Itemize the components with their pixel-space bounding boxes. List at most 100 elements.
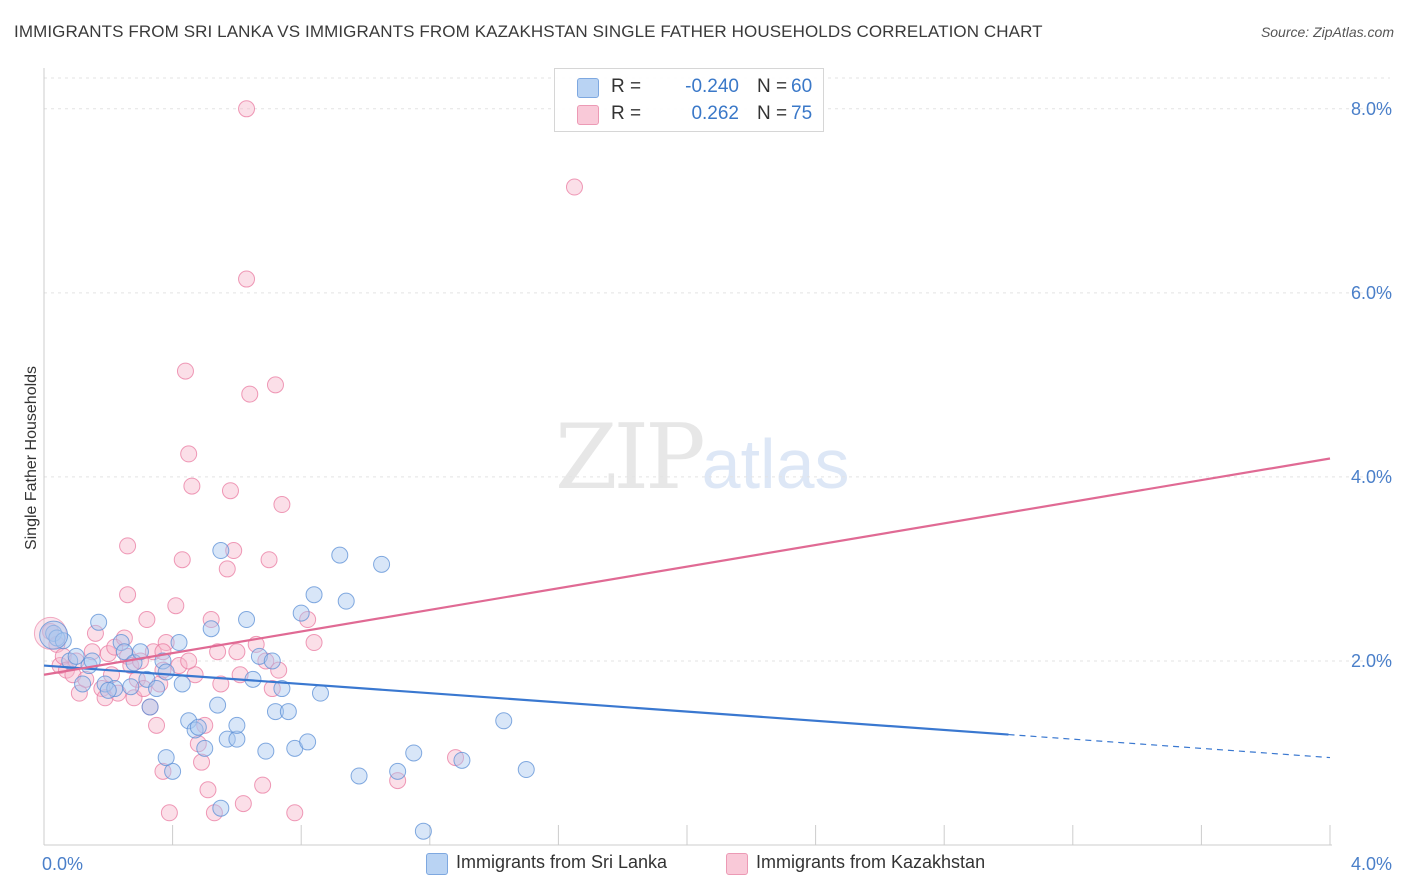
data-point <box>154 762 172 780</box>
data-point <box>212 542 230 560</box>
legend-n-label: N = <box>757 76 788 97</box>
data-point <box>266 376 284 394</box>
data-point <box>115 629 133 647</box>
legend-swatch-kazakhstan <box>726 853 748 875</box>
chart-title: IMMIGRANTS FROM SRI LANKA VS IMMIGRANTS … <box>14 22 1043 41</box>
data-point <box>209 643 227 661</box>
data-point <box>495 712 513 730</box>
data-point <box>176 362 194 380</box>
data-point <box>228 730 246 748</box>
data-point <box>331 546 349 564</box>
data-point <box>173 551 191 569</box>
trend-line-sri-lanka <box>43 664 1009 736</box>
correlation-legend: R = -0.240 N = 60 R = 0.262 N = 75 <box>554 68 824 132</box>
y-axis-label: Single Father Households <box>23 366 40 550</box>
watermark-zip: ZIP <box>555 405 706 510</box>
data-point <box>193 753 211 771</box>
kazakhstan-points <box>33 100 583 822</box>
y-tick-label: 2.0% <box>1351 651 1392 671</box>
data-point <box>299 611 317 629</box>
legend-n-value: 75 <box>791 103 813 124</box>
watermark-atlas: atlas <box>701 425 850 503</box>
axes <box>43 68 1332 846</box>
data-point <box>131 643 149 661</box>
data-point <box>39 620 69 650</box>
data-point <box>373 555 391 573</box>
watermark: ZIPatlas <box>555 405 850 510</box>
y-axis-tick-labels: 2.0% 4.0% 6.0% 8.0% <box>1351 99 1392 671</box>
legend-swatch-kazakhstan <box>577 105 599 125</box>
data-point <box>196 739 214 757</box>
sri-lanka-points <box>39 542 535 840</box>
legend-r-label: R = <box>611 76 642 97</box>
series-legend: Immigrants from Sri Lanka Immigrants fro… <box>0 852 1406 878</box>
data-point <box>164 762 182 780</box>
trend-line-kazakhstan <box>43 457 1331 676</box>
data-point <box>212 799 230 817</box>
data-point <box>337 592 355 610</box>
data-point <box>305 634 323 652</box>
data-point <box>154 652 172 670</box>
data-point <box>517 761 535 779</box>
data-point <box>180 652 198 670</box>
data-point <box>279 703 297 721</box>
legend-n-value: 60 <box>791 76 813 97</box>
data-point <box>218 560 236 578</box>
legend-label-sri-lanka: Immigrants from Sri Lanka <box>456 852 668 872</box>
data-point <box>389 772 407 790</box>
data-point <box>453 751 471 769</box>
data-point <box>170 634 188 652</box>
data-point <box>86 624 104 642</box>
data-point <box>254 776 272 794</box>
data-point <box>157 663 175 681</box>
data-point <box>196 716 214 734</box>
data-point <box>138 611 156 629</box>
data-point <box>70 684 88 702</box>
data-point <box>234 795 252 813</box>
legend-swatch-sri-lanka <box>577 78 599 98</box>
data-point <box>273 680 291 698</box>
data-point <box>389 762 407 780</box>
data-point <box>148 680 166 698</box>
data-point <box>260 551 278 569</box>
data-point <box>119 537 137 555</box>
data-point <box>266 703 284 721</box>
data-point <box>141 698 159 716</box>
legend-n-label: N = <box>757 103 788 124</box>
data-point <box>221 482 239 500</box>
source-credit: Source: ZipAtlas.com <box>1260 24 1394 40</box>
data-point <box>157 749 175 767</box>
data-point <box>414 822 432 840</box>
data-point <box>257 742 275 760</box>
data-point <box>74 675 92 693</box>
y-tick-label: 4.0% <box>1351 467 1392 487</box>
data-point <box>112 634 130 652</box>
data-point <box>405 744 423 762</box>
data-point <box>228 716 246 734</box>
gridlines <box>44 77 1390 662</box>
data-point <box>273 496 291 514</box>
data-point <box>189 718 207 736</box>
data-point <box>186 721 204 739</box>
legend-r-label: R = <box>611 103 642 124</box>
data-point <box>77 670 95 688</box>
data-point <box>311 684 329 702</box>
data-point <box>135 680 153 698</box>
data-point <box>350 767 368 785</box>
data-point <box>122 678 140 696</box>
data-point <box>119 586 137 604</box>
data-point <box>209 696 227 714</box>
data-point <box>199 781 217 799</box>
data-point <box>157 634 175 652</box>
legend-swatch-sri-lanka <box>426 853 448 875</box>
data-point <box>202 620 220 638</box>
data-point <box>241 385 259 403</box>
legend-r-value: -0.240 <box>685 76 739 97</box>
data-point <box>305 586 323 604</box>
legend-label-kazakhstan: Immigrants from Kazakhstan <box>756 852 986 872</box>
legend-r-value: 0.262 <box>691 103 739 124</box>
data-point <box>270 661 288 679</box>
data-point <box>263 680 281 698</box>
x-axis-ticks <box>43 825 1331 845</box>
